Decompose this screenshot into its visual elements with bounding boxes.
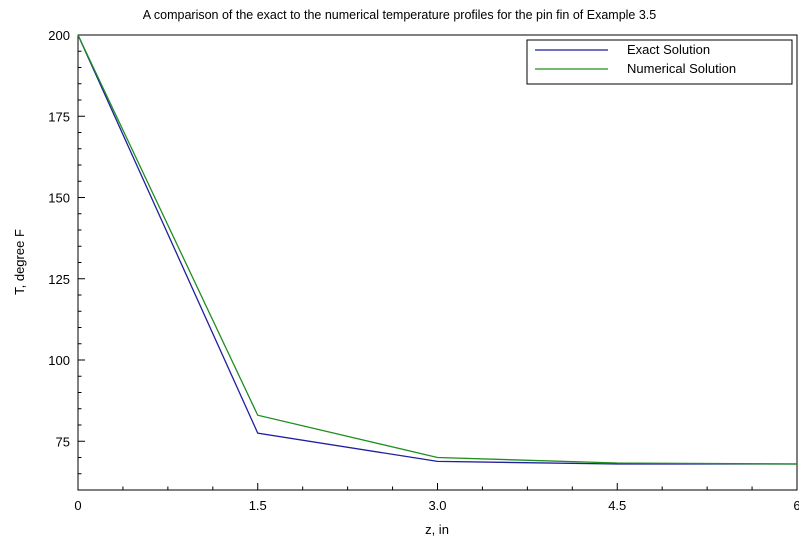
series-lines [77, 34, 798, 465]
y-tick-label: 175 [48, 109, 70, 124]
series-line-1 [77, 34, 797, 465]
x-tick-label: 3.0 [428, 498, 446, 513]
legend-box [526, 39, 793, 85]
legend-label: Exact Solution [627, 42, 710, 57]
x-axis-label: z, in [425, 522, 449, 537]
y-tick-label: 200 [48, 28, 70, 43]
y-tick-label: 100 [48, 353, 70, 368]
x-tick-label: 4.5 [608, 498, 626, 513]
chart-title: A comparison of the exact to the numeric… [143, 8, 657, 22]
y-tick-label: 75 [56, 434, 70, 449]
axis-tick-labels: 0 1.5 3.0 4.5 6 75 100 125 150 175 200 [48, 28, 799, 513]
x-tick-label: 6 [793, 498, 799, 513]
x-tick-label: 1.5 [249, 498, 267, 513]
y-axis-label: T, degree F [12, 229, 27, 295]
x-tick-label: 0 [74, 498, 81, 513]
series-line-2 [77, 34, 798, 465]
legend-label: Numerical Solution [627, 61, 736, 76]
y-tick-label: 150 [48, 191, 70, 206]
y-tick-label: 125 [48, 272, 70, 287]
axis-ticks [77, 34, 798, 490]
legend: Exact Solution Numerical Solution [526, 39, 793, 85]
